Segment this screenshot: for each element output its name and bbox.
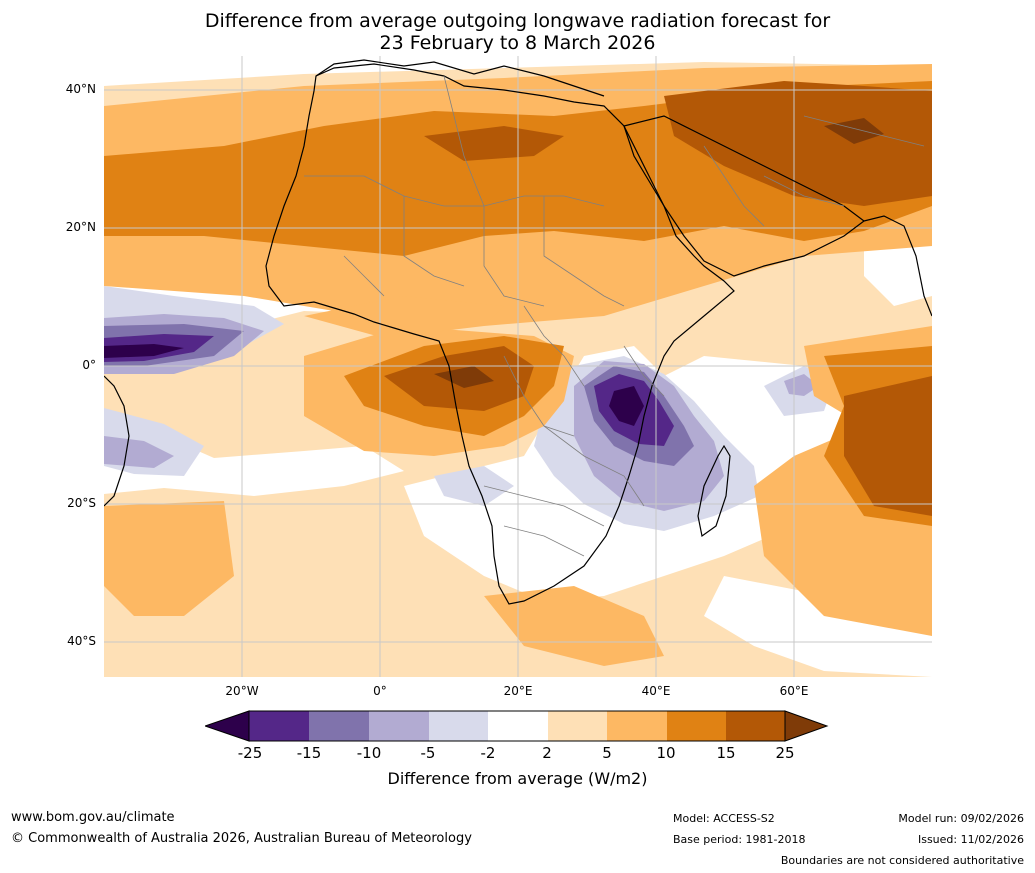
colorbar-bin-5 — [488, 711, 548, 741]
olr-anomaly-map — [104, 56, 932, 677]
chart-title: Difference from average outgoing longwav… — [0, 10, 1035, 54]
madagascar-coastline — [697, 444, 731, 538]
lon-label-20e: 20°E — [503, 684, 533, 698]
colorbar-bin-4 — [429, 711, 488, 741]
colorbar-bin-7 — [607, 711, 667, 741]
south-america-coastline — [104, 375, 130, 507]
lat-label-40n: 40°N — [65, 82, 96, 96]
colorbar-bin-8 — [667, 711, 726, 741]
colorbar-tick-5: -2 — [480, 744, 496, 762]
colorbar-bin-3 — [369, 711, 429, 741]
colorbar-tick-10: 25 — [775, 744, 795, 762]
lon-label-40e: 40°E — [641, 684, 671, 698]
colorbar-tick-8: 10 — [656, 744, 676, 762]
lon-label-60e: 60°E — [779, 684, 809, 698]
footer-model-run: Model run: 09/02/2026 — [898, 812, 1024, 825]
footer-copyright: © Commonwealth of Australia 2026, Austra… — [11, 831, 472, 846]
title-line-1: Difference from average outgoing longwav… — [204, 10, 831, 32]
india-coastline — [863, 215, 932, 317]
country-borders — [304, 75, 925, 557]
coastlines — [104, 59, 932, 605]
footer-model: Model: ACCESS-S2 — [673, 812, 775, 825]
lat-label-40s: 40°S — [67, 634, 96, 648]
colorbar-label: Difference from average (W/m2) — [387, 769, 648, 788]
map-panel — [104, 56, 932, 677]
colorbar-extend-high — [784, 710, 829, 742]
lat-label-20n: 20°N — [65, 220, 96, 234]
colorbar-bin-6 — [548, 711, 607, 741]
lon-label-20w: 20°W — [225, 684, 259, 698]
europe-coastline — [315, 59, 605, 97]
colorbar-extend-low — [205, 710, 250, 742]
colorbar-bin-1 — [249, 711, 309, 741]
arabia-coastline — [623, 115, 865, 277]
colorbar-tick-4: -5 — [420, 744, 436, 762]
anomaly-negative-extreme — [104, 344, 644, 426]
colorbar-tick-3: -10 — [356, 744, 382, 762]
lon-label-0: 0° — [373, 684, 387, 698]
colorbar-tick-6: 2 — [542, 744, 552, 762]
colorbar-bin-9 — [726, 711, 785, 741]
colorbar — [205, 710, 829, 742]
colorbar-tick-7: 5 — [602, 744, 612, 762]
footer-disclaimer: Boundaries are not considered authoritat… — [780, 854, 1024, 867]
footer-issued: Issued: 11/02/2026 — [917, 833, 1024, 846]
colorbar-tick-2: -15 — [296, 744, 322, 762]
graticule — [104, 56, 932, 677]
colorbar-tick-1: -25 — [237, 744, 263, 762]
colorbar-tick-9: 15 — [716, 744, 736, 762]
colorbar-bin-2 — [309, 711, 369, 741]
colorbar-outline — [248, 710, 786, 742]
title-line-2: 23 February to 8 March 2026 — [379, 32, 656, 54]
footer-base-period: Base period: 1981-2018 — [673, 833, 806, 846]
africa-coastline — [265, 63, 735, 605]
lat-label-20s: 20°S — [67, 496, 96, 510]
footer-website: www.bom.gov.au/climate — [11, 810, 175, 825]
lat-label-0: 0° — [82, 358, 96, 372]
